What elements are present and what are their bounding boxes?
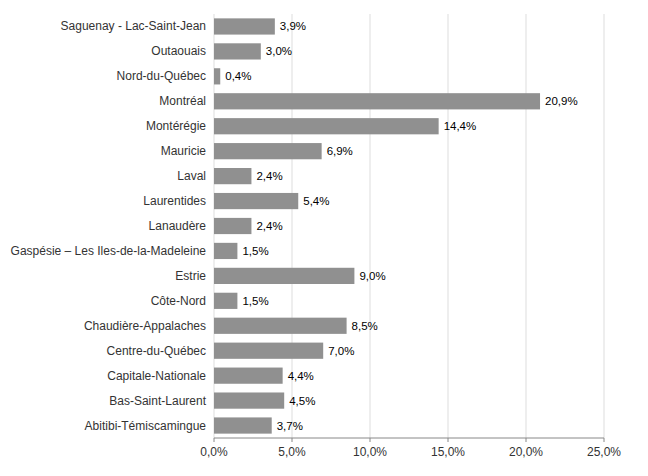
tick-label: 5,0% xyxy=(278,445,306,459)
category-label: Lanaudère xyxy=(149,219,207,233)
category-label: Chaudière-Appalaches xyxy=(84,319,206,333)
tick-label: 10,0% xyxy=(353,445,387,459)
data-label: 5,4% xyxy=(303,195,329,207)
tick-label: 20,0% xyxy=(509,445,543,459)
bars xyxy=(214,18,540,433)
data-label: 2,4% xyxy=(256,170,282,182)
bar xyxy=(214,343,323,359)
category-label: Gaspésie – Les Iles-de-la-Madeleine xyxy=(11,244,207,258)
category-label: Estrie xyxy=(175,269,206,283)
bar xyxy=(214,93,540,109)
bar xyxy=(214,43,261,59)
x-axis-line xyxy=(214,438,604,439)
data-label: 6,9% xyxy=(327,145,353,157)
tick-mark xyxy=(604,438,605,442)
tick-mark xyxy=(370,438,371,442)
category-label: Laval xyxy=(177,169,206,183)
category-label: Capitale-Nationale xyxy=(107,369,206,383)
data-label: 3,9% xyxy=(280,20,306,32)
tick-mark xyxy=(292,438,293,442)
bar xyxy=(214,168,251,184)
bar xyxy=(214,268,354,284)
data-label: 2,4% xyxy=(256,220,282,232)
data-label: 9,0% xyxy=(359,270,385,282)
category-label: Abitibi-Témiscamingue xyxy=(85,419,207,433)
category-label: Saguenay - Lac-Saint-Jean xyxy=(61,19,206,33)
category-labels: Saguenay - Lac-Saint-Jean Outaouais Nord-d… xyxy=(11,19,207,432)
data-label: 4,5% xyxy=(289,395,315,407)
tick-mark xyxy=(448,438,449,442)
bar xyxy=(214,143,322,159)
data-label: 0,4% xyxy=(225,70,251,82)
tick-mark xyxy=(214,438,215,442)
category-label: Bas-Saint-Laurent xyxy=(109,394,206,408)
tick-label: 15,0% xyxy=(431,445,465,459)
bar xyxy=(214,218,251,234)
bar xyxy=(214,368,283,384)
grid-line xyxy=(370,14,371,438)
bar xyxy=(214,193,298,209)
bar xyxy=(214,392,284,408)
data-labels: 3,9% 3,0% 0,4% 20,9% 14,4% 6,9% 2,4% 5,4% 2,4% 1,… xyxy=(225,20,577,431)
data-label: 1,5% xyxy=(242,245,268,257)
tick-label: 0,0% xyxy=(200,445,228,459)
grid-line xyxy=(448,14,449,438)
data-label: 4,4% xyxy=(288,370,314,382)
category-label: Mauricie xyxy=(161,144,207,158)
data-label: 14,4% xyxy=(444,120,477,132)
bar xyxy=(214,243,237,259)
bar xyxy=(214,18,275,34)
category-label: Nord-du-Québec xyxy=(117,69,206,83)
bar xyxy=(214,68,220,84)
bar xyxy=(214,318,347,334)
data-label: 3,7% xyxy=(277,420,303,432)
category-label: Montréal xyxy=(159,94,206,108)
category-label: Côte-Nord xyxy=(151,294,206,308)
category-label: Centre-du-Québec xyxy=(107,344,206,358)
data-label: 8,5% xyxy=(352,320,378,332)
bar xyxy=(214,118,439,134)
x-axis: 0,0% 5,0% 10,0% 15,0% 20,0% 25,0% xyxy=(200,438,621,459)
tick-mark xyxy=(526,438,527,442)
grid-line xyxy=(526,14,527,438)
data-label: 3,0% xyxy=(266,45,292,57)
category-label: Outaouais xyxy=(151,44,206,58)
bar xyxy=(214,417,272,433)
category-label: Montérégie xyxy=(146,119,206,133)
tick-label: 25,0% xyxy=(587,445,621,459)
chart-container: Saguenay - Lac-Saint-Jean Outaouais Nord-d… xyxy=(0,0,648,476)
data-label: 20,9% xyxy=(545,95,578,107)
grid xyxy=(214,14,604,438)
data-label: 1,5% xyxy=(242,295,268,307)
grid-line xyxy=(604,14,605,438)
category-label: Laurentides xyxy=(143,194,206,208)
bar xyxy=(214,293,237,309)
data-label: 7,0% xyxy=(328,345,354,357)
chart-svg: Saguenay - Lac-Saint-Jean Outaouais Nord-d… xyxy=(0,0,648,476)
